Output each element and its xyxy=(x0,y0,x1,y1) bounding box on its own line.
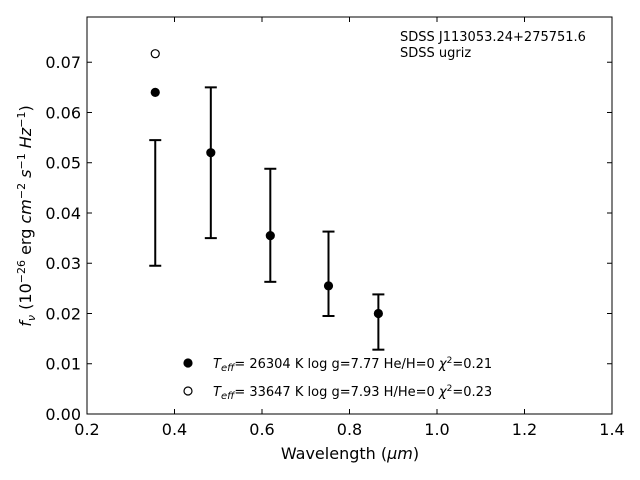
x-tick-label: 1.4 xyxy=(599,420,624,439)
x-tick-label: 1.2 xyxy=(512,420,537,439)
x-tick-label: 0.4 xyxy=(162,420,187,439)
y-axis-ticks: 0.00 0.01 0.02 0.03 0.04 0.05 0.06 0.07 xyxy=(45,53,612,424)
model-point-filled xyxy=(323,281,334,291)
plot-frame xyxy=(86,16,613,415)
y-tick-label: 0.03 xyxy=(45,254,81,273)
data-points xyxy=(150,49,383,319)
legend-label: Teff= 33647 K log g=7.93 H/He=0 χ2=0.23 xyxy=(213,384,492,402)
y-tick-label: 0.02 xyxy=(45,304,81,323)
y-tick-label: 0.00 xyxy=(45,405,81,424)
legend-marker xyxy=(183,386,193,396)
model-point-open xyxy=(150,49,160,59)
x-tick-label: 0.6 xyxy=(249,420,274,439)
legend-label: Teff= 26304 K log g=7.77 He/H=0 χ2=0.21 xyxy=(213,356,492,374)
x-axis-ticks: 0.2 0.4 0.6 0.8 1.0 1.2 1.4 xyxy=(74,17,625,439)
x-tick-label: 1.0 xyxy=(424,420,449,439)
legend-marker xyxy=(183,358,193,368)
x-tick-label: 0.2 xyxy=(74,420,99,439)
legend: Teff= 26304 K log g=7.77 He/H=0 χ2=0.21 T… xyxy=(183,356,492,402)
x-tick-label: 0.8 xyxy=(337,420,362,439)
y-axis-label: fν (10−26 erg cm−2 s−1 Hz−1) xyxy=(15,105,38,326)
y-tick-label: 0.06 xyxy=(45,103,81,122)
y-tick-label: 0.04 xyxy=(45,204,81,223)
model-point-filled xyxy=(206,148,216,158)
y-tick-label: 0.07 xyxy=(45,53,81,72)
y-tick-label: 0.01 xyxy=(45,355,81,374)
model-point-filled xyxy=(373,308,383,319)
y-tick-label: 0.05 xyxy=(45,154,81,173)
x-axis-label: Wavelength (μm) xyxy=(281,444,419,463)
model-point-filled xyxy=(150,87,160,97)
error-bars xyxy=(149,86,385,351)
model-point-filled xyxy=(265,231,275,241)
annotation-object: SDSS J113053.24+275751.6 xyxy=(400,30,586,45)
annotation-filters: SDSS ugriz xyxy=(400,46,471,61)
